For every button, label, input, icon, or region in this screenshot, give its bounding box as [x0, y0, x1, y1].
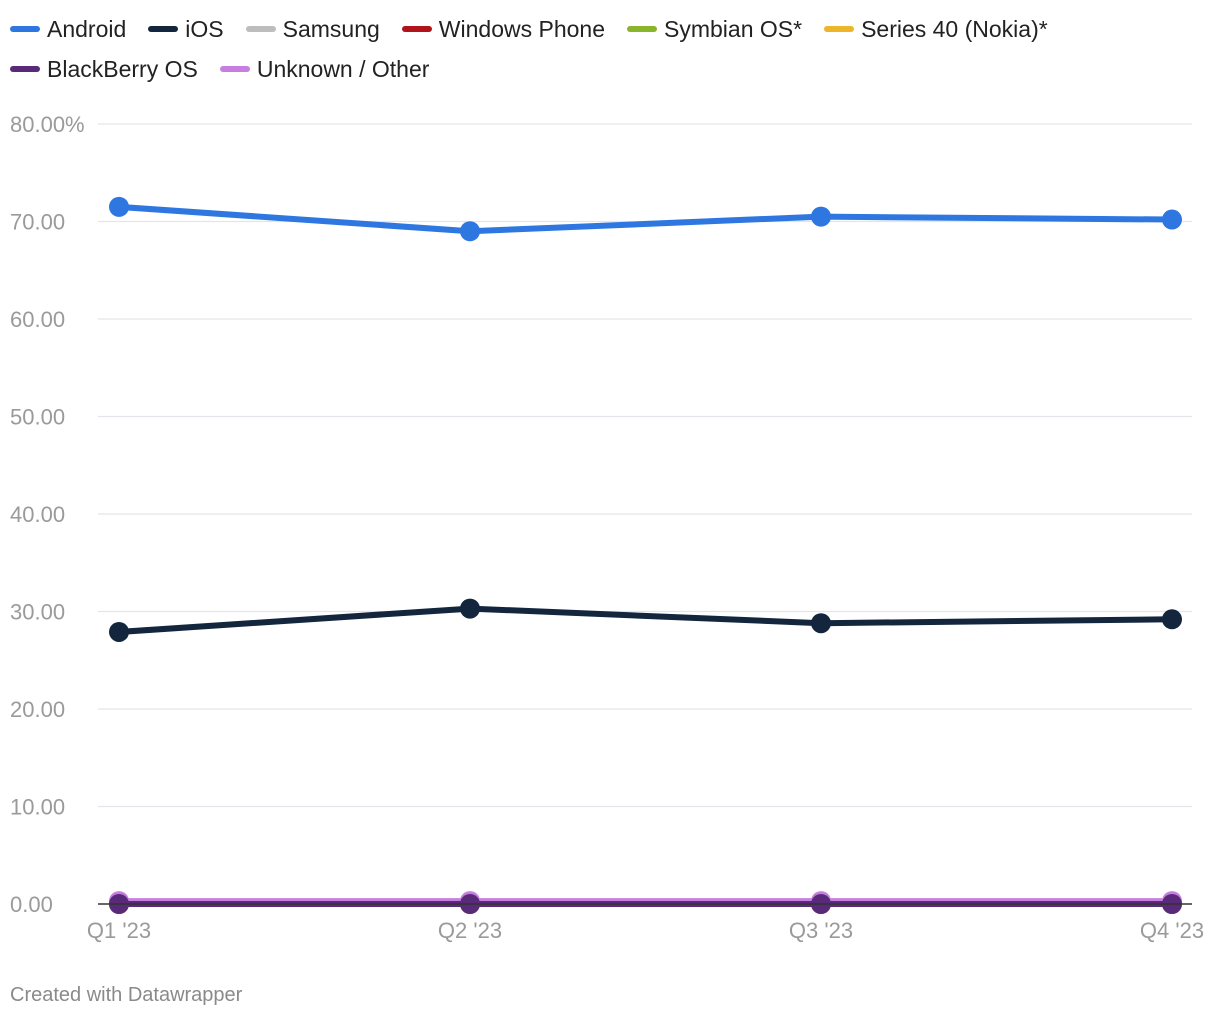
- legend-swatch-unknown-other: [219, 66, 250, 72]
- legend-item-blackberry-os[interactable]: BlackBerry OS: [10, 56, 198, 83]
- data-point-ios: [460, 598, 480, 619]
- data-point-android: [109, 196, 129, 217]
- legend-swatch-android: [10, 26, 40, 32]
- y-tick-label: 10.00: [10, 795, 65, 820]
- legend-label-series-40: Series 40 (Nokia)*: [861, 15, 1048, 42]
- legend-label-android: Android: [47, 15, 127, 42]
- legend-item-unknown-other[interactable]: Unknown / Other: [219, 55, 430, 83]
- legend-item-series-40[interactable]: Series 40 (Nokia)*: [824, 16, 1048, 43]
- series-line-android: [116, 203, 1175, 235]
- legend-item-android[interactable]: Android: [10, 16, 126, 43]
- legend-swatch-blackberry-os: [10, 66, 40, 72]
- y-tick-label: 80.00%: [10, 112, 85, 137]
- data-point-ios: [811, 613, 831, 634]
- y-tick-label: 70.00: [10, 210, 65, 235]
- legend-item-ios[interactable]: iOS: [148, 15, 224, 43]
- data-point-ios: [109, 621, 129, 642]
- legend-row-2: BlackBerry OS Unknown / Other: [10, 54, 1200, 84]
- y-tick-label: 50.00: [10, 405, 65, 430]
- legend-row-1: Android iOS Samsung Windows Phone Symbia…: [10, 14, 1200, 44]
- legend-item-samsung[interactable]: Samsung: [245, 15, 380, 43]
- legend-label-ios: iOS: [185, 15, 224, 42]
- y-tick-label: 0.00: [10, 892, 53, 917]
- x-tick-label: Q4 '23: [1140, 918, 1204, 943]
- y-tick-label: 30.00: [10, 600, 65, 625]
- legend-swatch-series-40: [824, 26, 855, 32]
- data-point-android: [811, 206, 831, 227]
- data-point-android: [460, 221, 480, 242]
- y-tick-label: 20.00: [10, 697, 65, 722]
- line-chart: 80.00% 70.00 60.00 50.00 40.00 30.00 20.00 10.0…: [10, 112, 1204, 943]
- x-tick-label: Q1 '23: [87, 918, 151, 943]
- legend-label-windows-phone: Windows Phone: [438, 15, 605, 42]
- y-tick-label: 40.00: [10, 502, 65, 527]
- legend-swatch-symbian-os: [627, 26, 657, 32]
- legend-label-unknown-other: Unknown / Other: [256, 55, 430, 82]
- legend-swatch-ios: [148, 26, 179, 32]
- x-tick-label: Q3 '23: [789, 918, 853, 943]
- legend-label-samsung: Samsung: [282, 15, 380, 42]
- legend-label-symbian-os: Symbian OS*: [664, 15, 803, 42]
- footer-credit: Created with Datawrapper: [10, 984, 243, 1006]
- series-line-ios: [116, 605, 1175, 635]
- y-tick-label: 60.00: [10, 307, 65, 332]
- data-point-android: [1162, 209, 1182, 230]
- data-point-ios: [1162, 609, 1182, 630]
- legend-item-symbian-os[interactable]: Symbian OS*: [627, 16, 802, 43]
- legend-item-windows-phone[interactable]: Windows Phone: [401, 15, 605, 43]
- chart-legend: Android iOS Samsung Windows Phone Symbia…: [10, 14, 1200, 94]
- legend-swatch-windows-phone: [401, 26, 432, 32]
- legend-label-blackberry-os: BlackBerry OS: [47, 55, 198, 82]
- x-tick-label: Q2 '23: [438, 918, 502, 943]
- legend-swatch-samsung: [245, 26, 276, 32]
